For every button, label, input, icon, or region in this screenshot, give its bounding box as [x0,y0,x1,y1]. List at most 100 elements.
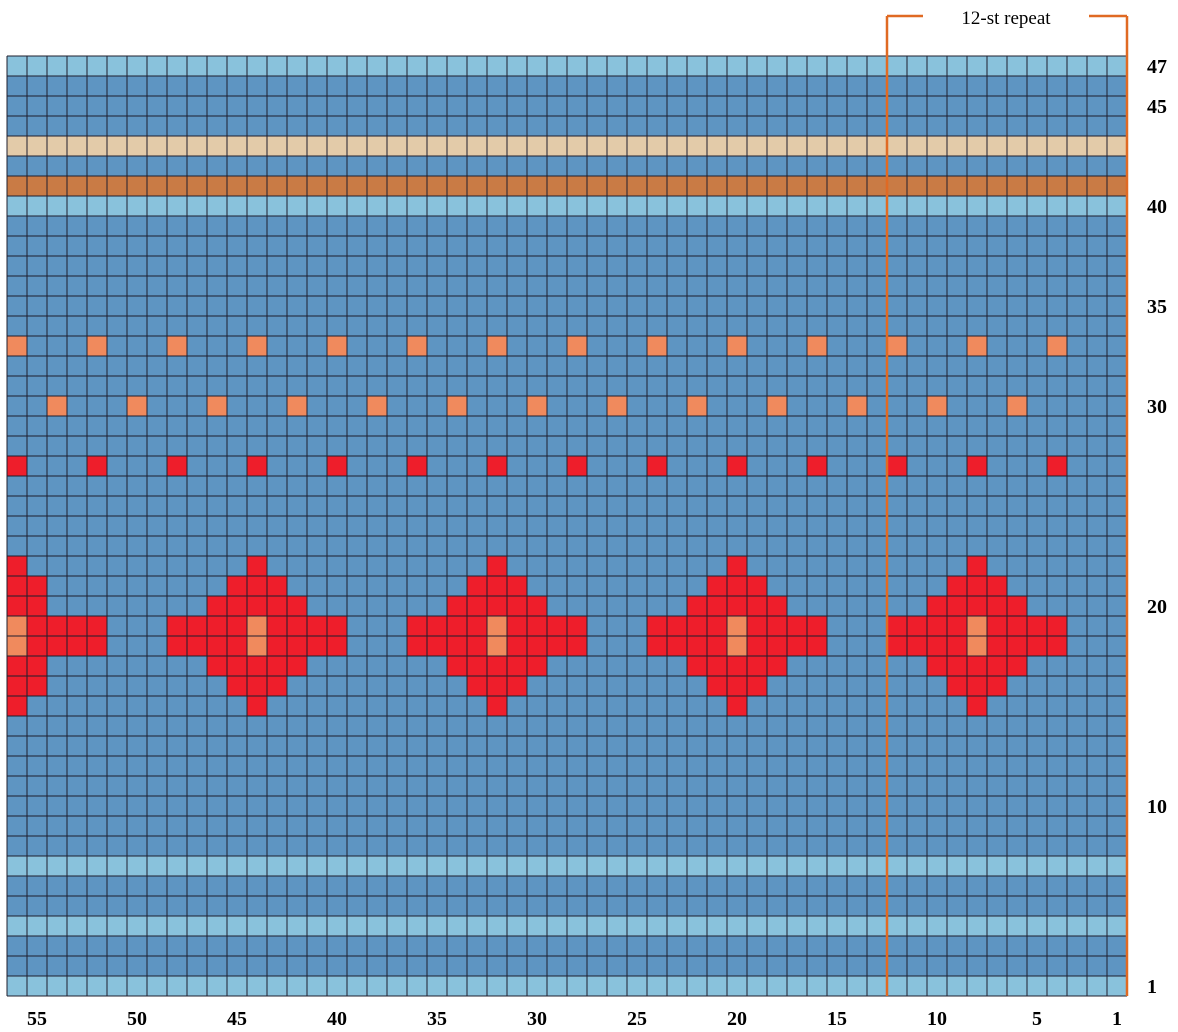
stitch-cell [787,316,808,337]
stitch-cell [687,916,708,937]
stitch-cell [527,636,548,657]
stitch-cell [607,96,628,117]
stitch-cell [667,416,688,437]
stitch-cell [607,716,628,737]
stitch-cell [287,416,308,437]
stitch-cell [227,596,248,617]
stitch-cell [67,696,88,717]
stitch-cell [887,976,908,997]
stitch-cell [547,496,568,517]
stitch-cell [307,956,328,977]
stitch-cell [707,956,728,977]
stitch-cell [1107,896,1128,917]
stitch-cell [867,696,888,717]
stitch-cell [927,576,948,597]
stitch-cell [1107,836,1128,857]
stitch-cell [947,316,968,337]
stitch-cell [1027,376,1048,397]
stitch-cell [787,616,808,637]
stitch-cell [767,856,788,877]
stitch-cell [967,876,988,897]
stitch-cell [467,616,488,637]
stitch-cell [767,916,788,937]
stitch-cell [647,416,668,437]
stitch-cell [387,556,408,577]
stitch-cell [967,516,988,537]
stitch-cell [787,56,808,77]
stitch-cell [787,456,808,477]
stitch-cell [707,196,728,217]
stitch-cell [227,276,248,297]
stitch-cell [927,476,948,497]
stitch-cell [627,536,648,557]
stitch-cell [547,376,568,397]
stitch-cell [407,876,428,897]
stitch-cell [307,196,328,217]
stitch-cell [707,336,728,357]
stitch-cell [947,256,968,277]
stitch-cell [447,616,468,637]
stitch-cell [807,56,828,77]
stitch-cell [247,496,268,517]
stitch-cell [647,916,668,937]
stitch-cell [7,736,28,757]
stitch-cell [947,896,968,917]
stitch-cell [1107,916,1128,937]
stitch-cell [347,496,368,517]
stitch-cell [627,636,648,657]
stitch-cell [767,56,788,77]
stitch-cell [487,716,508,737]
stitch-cell [247,276,268,297]
stitch-cell [827,296,848,317]
stitch-cell [927,56,948,77]
stitch-cell [1067,476,1088,497]
stitch-cell [407,716,428,737]
stitch-cell [187,456,208,477]
stitch-cell [247,616,268,637]
stitch-cell [347,856,368,877]
stitch-cell [887,476,908,497]
stitch-cell [907,196,928,217]
stitch-cell [547,896,568,917]
stitch-cell [847,776,868,797]
stitch-cell [907,816,928,837]
stitch-cell [827,76,848,97]
stitch-cell [1087,336,1108,357]
stitch-cell [1027,596,1048,617]
stitch-cell [1027,576,1048,597]
stitch-cell [627,776,648,797]
stitch-cell [447,456,468,477]
stitch-cell [327,956,348,977]
stitch-cell [287,436,308,457]
stitch-cell [747,256,768,277]
stitch-cell [527,536,548,557]
stitch-cell [1027,76,1048,97]
stitch-cell [647,236,668,257]
stitch-cell [87,856,108,877]
stitch-cell [647,896,668,917]
stitch-cell [967,816,988,837]
stitch-cell [727,296,748,317]
stitch-cell [447,56,468,77]
stitch-cell [467,756,488,777]
stitch-cell [687,396,708,417]
stitch-cell [987,256,1008,277]
stitch-cell [967,476,988,497]
stitch-cell [287,636,308,657]
stitch-cell [87,216,108,237]
stitch-cell [307,236,328,257]
stitch-cell [7,816,28,837]
stitch-cell [247,136,268,157]
stitch-cell [87,796,108,817]
stitch-cell [487,596,508,617]
stitch-cell [567,816,588,837]
stitch-cell [647,696,668,717]
stitch-cell [287,476,308,497]
stitch-cell [247,756,268,777]
stitch-cell [527,156,548,177]
stitch-cell [467,716,488,737]
stitch-cell [907,656,928,677]
stitch-cell [287,656,308,677]
stitch-cell [747,936,768,957]
stitch-cell [647,176,668,197]
